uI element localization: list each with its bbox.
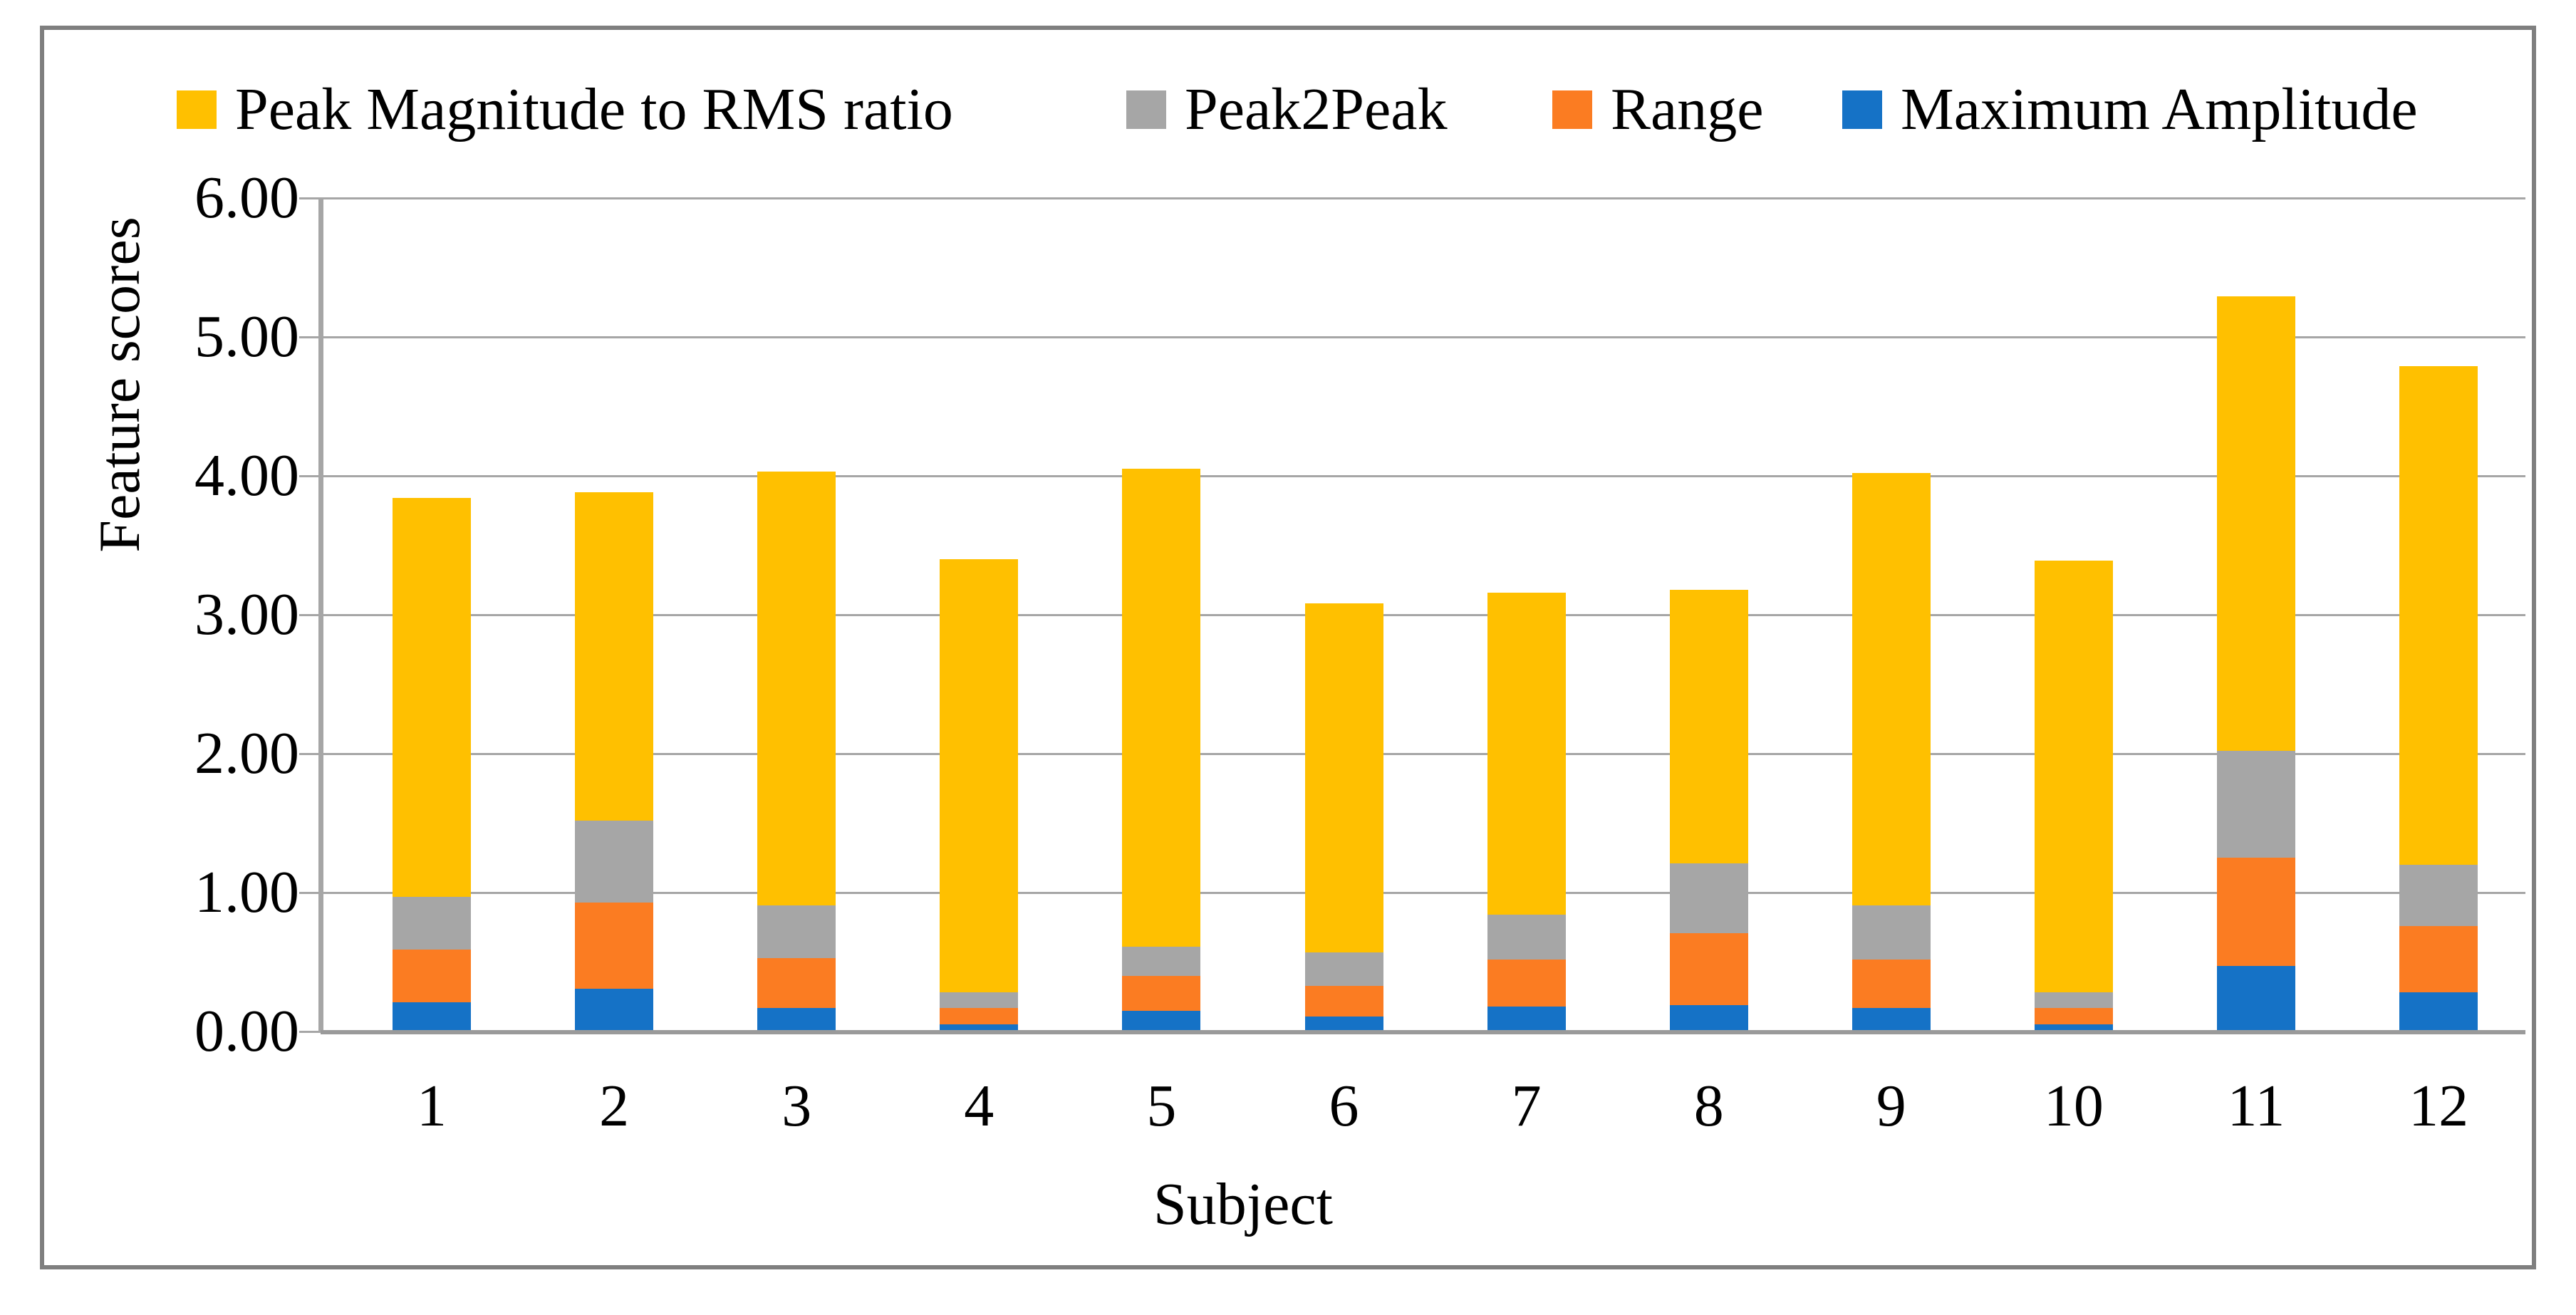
bar-subject11-maximum-amplitude — [2217, 966, 2295, 1031]
x-tick-label-3: 3 — [781, 1073, 812, 1139]
bar-subject12-range — [2399, 925, 2478, 993]
legend-label-peak-magnitude-to-rms-ratio: Peak Magnitude to RMS ratio — [235, 76, 953, 142]
legend-item-peak-magnitude-to-rms-ratio: Peak Magnitude to RMS ratio — [177, 68, 953, 151]
bar-subject11-peak-magnitude-to-rms-ratio — [2217, 296, 2295, 752]
bar-subject8-peak2peak — [1669, 863, 1748, 933]
bar-subject8-peak-magnitude-to-rms-ratio — [1669, 589, 1748, 864]
bar-subject1-peak2peak — [393, 896, 471, 950]
bar-subject6-range — [1304, 985, 1383, 1017]
y-tick-2.00 — [299, 753, 321, 755]
bar-subject4-peak2peak — [940, 992, 1019, 1008]
x-tick-label-5: 5 — [1146, 1073, 1177, 1139]
legend-label-maximum-amplitude: Maximum Amplitude — [1901, 76, 2418, 142]
bar-subject3-maximum-amplitude — [757, 1007, 836, 1031]
x-tick-label-12: 12 — [2409, 1073, 2469, 1139]
bar-subject10-peak2peak — [2034, 992, 2113, 1008]
gridline-2.00 — [321, 753, 2525, 755]
y-tick-label-1.00: 1.00 — [194, 859, 299, 925]
gridline-3.00 — [321, 614, 2525, 616]
gridline-1.00 — [321, 892, 2525, 894]
y-axis-line — [318, 198, 323, 1033]
legend-label-peak2peak: Peak2Peak — [1185, 76, 1448, 142]
x-tick-label-2: 2 — [599, 1073, 630, 1139]
gridline-5.00 — [321, 336, 2525, 338]
bar-subject2-range — [575, 902, 654, 989]
bar-subject1-peak-magnitude-to-rms-ratio — [393, 498, 471, 897]
gridline-4.00 — [321, 475, 2525, 477]
bar-subject5-peak2peak — [1122, 947, 1201, 976]
y-tick-3.00 — [299, 614, 321, 616]
bar-subject5-range — [1122, 976, 1201, 1011]
bar-subject12-maximum-amplitude — [2399, 992, 2478, 1031]
bar-subject1-maximum-amplitude — [393, 1002, 471, 1031]
legend-swatch-maximum-amplitude — [1842, 90, 1882, 129]
bar-subject2-maximum-amplitude — [575, 988, 654, 1031]
x-tick-label-9: 9 — [1876, 1073, 1906, 1139]
bar-subject12-peak-magnitude-to-rms-ratio — [2399, 365, 2478, 865]
legend-label-range: Range — [1611, 76, 1764, 142]
x-tick-label-7: 7 — [1511, 1073, 1542, 1139]
legend-item-peak2peak: Peak2Peak — [1126, 68, 1448, 151]
bar-subject6-maximum-amplitude — [1304, 1016, 1383, 1031]
x-tick-label-11: 11 — [2227, 1073, 2285, 1139]
bar-subject3-peak-magnitude-to-rms-ratio — [757, 472, 836, 905]
x-axis-title: Subject — [1153, 1171, 1333, 1237]
legend-swatch-peak-magnitude-to-rms-ratio — [177, 90, 217, 129]
x-tick-label-10: 10 — [2043, 1073, 2104, 1139]
bar-subject11-peak2peak — [2217, 751, 2295, 858]
bar-subject2-peak2peak — [575, 820, 654, 903]
bar-subject10-maximum-amplitude — [2034, 1024, 2113, 1031]
y-tick-label-6.00: 6.00 — [194, 165, 299, 231]
bar-subject9-maximum-amplitude — [1852, 1007, 1931, 1031]
bar-subject4-peak-magnitude-to-rms-ratio — [940, 559, 1019, 993]
legend-swatch-range — [1552, 90, 1592, 129]
bar-subject9-peak2peak — [1852, 905, 1931, 960]
bar-subject7-peak-magnitude-to-rms-ratio — [1487, 592, 1566, 915]
bar-subject10-range — [2034, 1007, 2113, 1025]
bar-subject6-peak2peak — [1304, 952, 1383, 986]
bar-subject4-maximum-amplitude — [940, 1024, 1019, 1031]
gridline-6.00 — [321, 197, 2525, 199]
bar-subject7-range — [1487, 959, 1566, 1007]
y-tick-1.00 — [299, 892, 321, 894]
y-tick-5.00 — [299, 336, 321, 338]
y-tick-label-3.00: 3.00 — [194, 581, 299, 648]
y-tick-label-0.00: 0.00 — [194, 998, 299, 1064]
y-tick-label-5.00: 5.00 — [194, 303, 299, 370]
y-tick-label-4.00: 4.00 — [194, 442, 299, 509]
legend-item-range: Range — [1552, 68, 1764, 151]
gridline-0.00 — [321, 1030, 2525, 1034]
y-tick-0.00 — [299, 1031, 321, 1033]
bar-subject7-maximum-amplitude — [1487, 1006, 1566, 1031]
legend-swatch-peak2peak — [1126, 90, 1166, 129]
bar-subject5-peak-magnitude-to-rms-ratio — [1122, 469, 1201, 947]
x-tick-label-8: 8 — [1693, 1073, 1724, 1139]
bar-subject3-range — [757, 957, 836, 1008]
bar-subject11-range — [2217, 858, 2295, 967]
bar-subject9-peak-magnitude-to-rms-ratio — [1852, 473, 1931, 905]
x-tick-label-6: 6 — [1329, 1073, 1359, 1139]
bar-subject12-peak2peak — [2399, 865, 2478, 926]
bar-subject7-peak2peak — [1487, 915, 1566, 960]
x-tick-label-1: 1 — [417, 1073, 447, 1139]
legend-item-maximum-amplitude: Maximum Amplitude — [1842, 68, 2418, 151]
bar-subject1-range — [393, 949, 471, 1003]
bar-subject10-peak-magnitude-to-rms-ratio — [2034, 560, 2113, 993]
bar-subject4-range — [940, 1007, 1019, 1025]
bar-subject2-peak-magnitude-to-rms-ratio — [575, 492, 654, 821]
bar-subject9-range — [1852, 959, 1931, 1008]
y-tick-6.00 — [299, 197, 321, 199]
bar-subject6-peak-magnitude-to-rms-ratio — [1304, 603, 1383, 952]
bar-subject8-range — [1669, 932, 1748, 1005]
x-tick-label-4: 4 — [964, 1073, 994, 1139]
bar-subject8-maximum-amplitude — [1669, 1004, 1748, 1031]
y-tick-label-2.00: 2.00 — [194, 720, 299, 786]
bar-subject3-peak2peak — [757, 905, 836, 958]
y-tick-4.00 — [299, 475, 321, 477]
bar-subject5-maximum-amplitude — [1122, 1010, 1201, 1031]
